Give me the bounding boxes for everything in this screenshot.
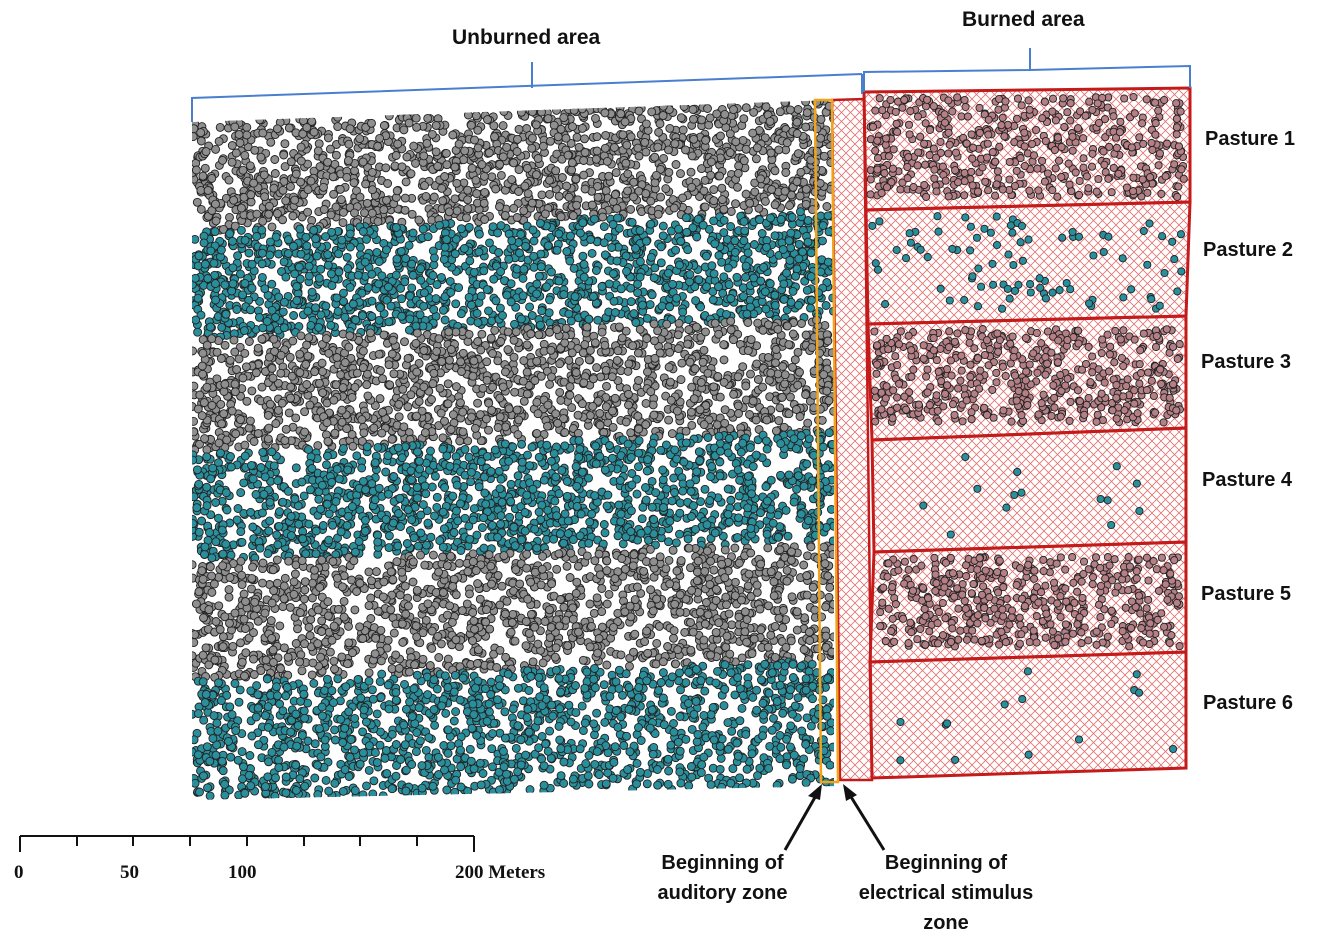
- burned-pastures: [864, 88, 1190, 778]
- burned-pasture-1: [864, 88, 1190, 210]
- auditory-arrow: [785, 784, 822, 850]
- burned-pasture-2: [866, 202, 1190, 324]
- electrical-arrow: [843, 784, 884, 850]
- unburned-band-2: [189, 208, 838, 342]
- burned-pasture-3: [868, 316, 1186, 440]
- unburned-area-points: [188, 97, 838, 800]
- burned-pasture-6: [870, 652, 1186, 778]
- electrical-zone-label: Beginning of electrical stimulus zone: [846, 848, 1046, 938]
- pasture-2-label: Pasture 2: [1203, 239, 1293, 262]
- pasture-4-label: Pasture 4: [1202, 469, 1292, 492]
- unburned-band-5: [188, 542, 838, 683]
- scale-bar: [20, 836, 474, 852]
- unburned-area-label: Unburned area: [452, 26, 600, 50]
- unburned-band-3: [188, 316, 838, 454]
- pasture-1-label: Pasture 1: [1205, 128, 1295, 151]
- pasture-5-label: Pasture 5: [1201, 583, 1291, 606]
- pasture-6-label: Pasture 6: [1203, 692, 1293, 715]
- burned-pasture-5: [870, 542, 1186, 662]
- scale-label-200: 200 Meters: [455, 862, 545, 884]
- unburned-band-4: [188, 429, 838, 564]
- burned-brace: [864, 48, 1190, 92]
- auditory-zone-label: Beginning of auditory zone: [640, 848, 805, 908]
- unburned-band-6: [188, 658, 838, 800]
- burned-pasture-4: [872, 428, 1186, 552]
- pasture-3-label: Pasture 3: [1201, 351, 1291, 374]
- scale-label-0: 0: [14, 862, 24, 884]
- scale-label-100: 100: [228, 862, 257, 884]
- burned-area-label: Burned area: [962, 8, 1085, 32]
- scale-label-50: 50: [120, 862, 139, 884]
